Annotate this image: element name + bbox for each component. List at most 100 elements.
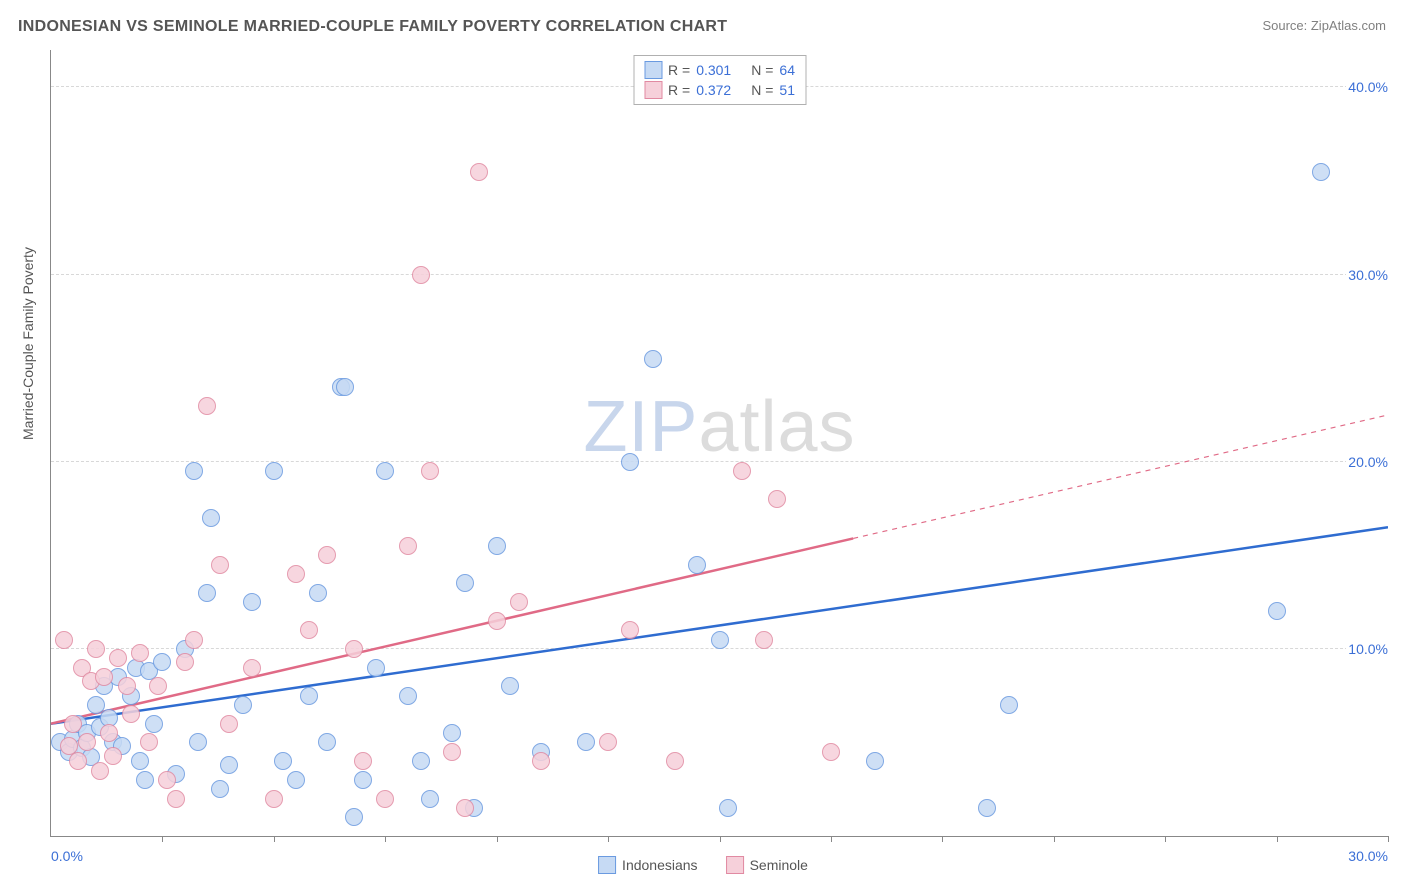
data-point bbox=[456, 574, 474, 592]
y-tick-label: 30.0% bbox=[1346, 267, 1390, 283]
data-point bbox=[64, 715, 82, 733]
data-point bbox=[211, 556, 229, 574]
x-tick bbox=[608, 836, 609, 842]
chart-title: INDONESIAN VS SEMINOLE MARRIED-COUPLE FA… bbox=[18, 18, 727, 36]
data-point bbox=[109, 649, 127, 667]
data-point bbox=[265, 790, 283, 808]
y-axis-label: Married-Couple Family Poverty bbox=[20, 247, 36, 440]
data-point bbox=[220, 715, 238, 733]
data-point bbox=[421, 790, 439, 808]
data-point bbox=[243, 659, 261, 677]
data-point bbox=[318, 546, 336, 564]
stats-legend-row-0: R = 0.301 N = 64 bbox=[644, 60, 795, 80]
legend-swatch-1 bbox=[644, 81, 662, 99]
n-value-0: 64 bbox=[779, 62, 795, 78]
data-point bbox=[412, 752, 430, 770]
data-point bbox=[309, 584, 327, 602]
data-point bbox=[131, 752, 149, 770]
series-legend-item-1: Seminole bbox=[726, 856, 808, 874]
data-point bbox=[300, 687, 318, 705]
data-point bbox=[412, 266, 430, 284]
x-tick bbox=[497, 836, 498, 842]
n-value-1: 51 bbox=[779, 82, 795, 98]
data-point bbox=[185, 462, 203, 480]
data-point bbox=[336, 378, 354, 396]
data-point bbox=[399, 537, 417, 555]
data-point bbox=[122, 705, 140, 723]
x-tick bbox=[720, 836, 721, 842]
series-legend: Indonesians Seminole bbox=[598, 856, 808, 874]
data-point bbox=[104, 747, 122, 765]
data-point bbox=[621, 621, 639, 639]
data-point bbox=[488, 537, 506, 555]
x-tick bbox=[942, 836, 943, 842]
chart-plot-area: ZIPatlas R = 0.301 N = 64 R = 0.372 N = … bbox=[50, 50, 1388, 837]
data-point bbox=[501, 677, 519, 695]
r-value-0: 0.301 bbox=[696, 62, 731, 78]
r-value-1: 0.372 bbox=[696, 82, 731, 98]
y-tick-label: 10.0% bbox=[1346, 641, 1390, 657]
data-point bbox=[711, 631, 729, 649]
y-tick-label: 40.0% bbox=[1346, 79, 1390, 95]
x-tick-label: 0.0% bbox=[51, 848, 83, 864]
data-point bbox=[100, 724, 118, 742]
data-point bbox=[768, 490, 786, 508]
data-point bbox=[822, 743, 840, 761]
legend-swatch-1b bbox=[726, 856, 744, 874]
data-point bbox=[621, 453, 639, 471]
data-point bbox=[345, 640, 363, 658]
stats-legend-row-1: R = 0.372 N = 51 bbox=[644, 80, 795, 100]
data-point bbox=[577, 733, 595, 751]
data-point bbox=[265, 462, 283, 480]
data-point bbox=[136, 771, 154, 789]
data-point bbox=[300, 621, 318, 639]
data-point bbox=[185, 631, 203, 649]
stats-legend: R = 0.301 N = 64 R = 0.372 N = 51 bbox=[633, 55, 806, 105]
data-point bbox=[443, 743, 461, 761]
gridline bbox=[51, 461, 1388, 462]
series-name-0: Indonesians bbox=[622, 857, 698, 873]
x-tick bbox=[831, 836, 832, 842]
data-point bbox=[345, 808, 363, 826]
data-point bbox=[733, 462, 751, 480]
data-point bbox=[644, 350, 662, 368]
x-tick bbox=[274, 836, 275, 842]
series-legend-item-0: Indonesians bbox=[598, 856, 698, 874]
data-point bbox=[189, 733, 207, 751]
data-point bbox=[354, 752, 372, 770]
data-point bbox=[211, 780, 229, 798]
series-name-1: Seminole bbox=[750, 857, 808, 873]
source-label: Source: ZipAtlas.com bbox=[1262, 18, 1386, 33]
data-point bbox=[978, 799, 996, 817]
data-point bbox=[153, 653, 171, 671]
data-point bbox=[287, 771, 305, 789]
data-point bbox=[176, 653, 194, 671]
data-point bbox=[666, 752, 684, 770]
data-point bbox=[202, 509, 220, 527]
data-point bbox=[866, 752, 884, 770]
y-tick-label: 20.0% bbox=[1346, 454, 1390, 470]
data-point bbox=[91, 762, 109, 780]
x-tick bbox=[1165, 836, 1166, 842]
data-point bbox=[318, 733, 336, 751]
watermark-atlas: atlas bbox=[698, 387, 855, 467]
r-label: R = bbox=[668, 62, 690, 78]
data-point bbox=[354, 771, 372, 789]
data-point bbox=[421, 462, 439, 480]
data-point bbox=[145, 715, 163, 733]
n-label: N = bbox=[751, 82, 773, 98]
data-point bbox=[755, 631, 773, 649]
data-point bbox=[198, 397, 216, 415]
n-label: N = bbox=[751, 62, 773, 78]
r-label: R = bbox=[668, 82, 690, 98]
data-point bbox=[488, 612, 506, 630]
data-point bbox=[69, 752, 87, 770]
data-point bbox=[198, 584, 216, 602]
data-point bbox=[149, 677, 167, 695]
data-point bbox=[287, 565, 305, 583]
data-point bbox=[510, 593, 528, 611]
data-point bbox=[1312, 163, 1330, 181]
data-point bbox=[118, 677, 136, 695]
data-point bbox=[443, 724, 461, 742]
data-point bbox=[719, 799, 737, 817]
